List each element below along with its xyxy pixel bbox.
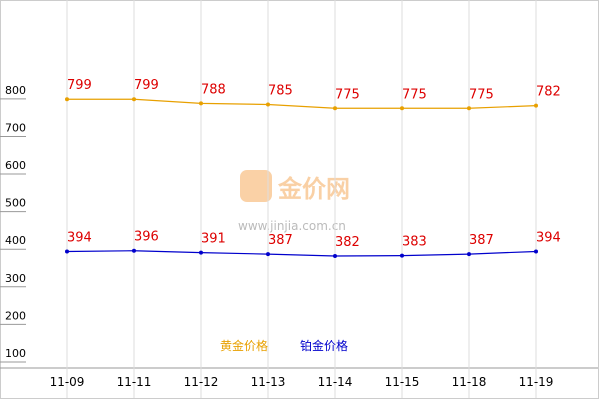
point (132, 248, 136, 253)
legend-entry: 黄金价格 (220, 338, 268, 353)
value-label: 799 (134, 78, 159, 93)
y-tick-label: 300 (5, 272, 26, 285)
point (132, 97, 136, 102)
value-label: 799 (67, 78, 92, 93)
value-label: 785 (268, 83, 293, 98)
x-tick-label: 11-09 (50, 375, 85, 389)
value-label: 788 (201, 82, 226, 97)
x-tick-label: 11-18 (452, 375, 487, 389)
value-label: 394 (536, 230, 561, 245)
value-label: 782 (536, 85, 561, 100)
x-tick-label: 11-14 (318, 375, 353, 389)
value-label: 775 (402, 87, 427, 102)
point (65, 97, 69, 102)
series-line (67, 98, 537, 109)
y-tick-label: 500 (5, 197, 26, 210)
value-label: 382 (335, 235, 360, 250)
point (333, 253, 337, 258)
series-line (66, 250, 537, 257)
point (199, 101, 203, 106)
value-label: 394 (67, 230, 92, 245)
y-tick-label: 100 (5, 347, 26, 360)
point (266, 252, 270, 257)
value-label: 391 (201, 232, 226, 247)
y-tick-label: 400 (5, 234, 26, 247)
point (400, 253, 404, 258)
x-tick-label: 11-15 (385, 375, 420, 389)
value-label: 383 (402, 235, 427, 250)
watermark-logo (240, 170, 272, 202)
x-tick-label: 11-13 (251, 375, 286, 389)
y-tick-label: 700 (5, 121, 26, 134)
point (199, 250, 203, 255)
point (65, 249, 69, 254)
watermark-name: 金价网 (277, 175, 350, 203)
value-label: 775 (335, 87, 360, 102)
y-tick-label: 600 (5, 159, 26, 172)
legend-entry: 铂金价格 (300, 338, 348, 353)
point (534, 249, 538, 254)
value-label: 387 (268, 233, 293, 248)
point (400, 106, 404, 111)
x-tick-label: 11-11 (117, 375, 152, 389)
point (333, 106, 337, 111)
watermark-url: www.jinjia.com.cn (238, 219, 346, 233)
value-label: 396 (134, 230, 159, 245)
point (467, 252, 471, 257)
y-tick-label: 800 (5, 84, 26, 97)
value-label: 387 (469, 233, 494, 248)
y-tick-label: 200 (5, 309, 26, 322)
x-tick-label: 11-19 (519, 375, 554, 389)
point (266, 102, 270, 107)
value-label: 775 (469, 87, 494, 102)
x-tick-label: 11-12 (184, 375, 219, 389)
point (467, 106, 471, 111)
point (534, 103, 538, 108)
